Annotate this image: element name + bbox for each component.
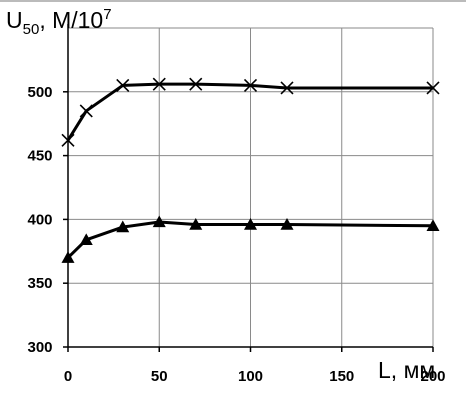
series-2 [61, 215, 440, 263]
triangle-marker-point [189, 218, 203, 230]
y-axis-title-subscript: 50 [23, 21, 40, 38]
triangle-marker-point [79, 233, 93, 246]
x-marker-point [280, 81, 294, 95]
y-tick-label: 450 [27, 148, 52, 165]
x-tick-label: 50 [151, 368, 168, 385]
axes [0, 0, 466, 352]
triangle-marker-point [244, 218, 257, 230]
series-line [66, 82, 433, 142]
x-marker-point [61, 133, 75, 147]
y-tick-label: 350 [27, 275, 52, 292]
x-tick-label: 0 [64, 368, 72, 385]
x-axis-title: L, мм [378, 357, 435, 383]
x-marker-point [189, 77, 203, 91]
y-axis-title-symbol: U [6, 7, 23, 33]
grid-lines [67, 27, 434, 348]
x-marker-point [243, 78, 258, 92]
x-tick-label: 150 [329, 368, 354, 385]
y-tick-label: 300 [27, 339, 52, 356]
y-tick-label: 400 [27, 211, 52, 228]
triangle-marker-point [152, 215, 166, 228]
y-axis-title: U50, М/107 [6, 6, 112, 38]
x-marker-point [152, 77, 166, 91]
series-line [66, 220, 434, 259]
y-axis-title-rest: , М/10 [39, 7, 103, 33]
triangle-marker-point [116, 220, 130, 233]
y-axis-title-superscript: 7 [103, 6, 111, 23]
series-layer [61, 77, 440, 263]
tick-labels: 300 350 400 450 500 0 50 100 150 200 [27, 84, 445, 385]
series-1 [61, 77, 440, 147]
x-marker-point [116, 78, 130, 92]
x-marker-point [426, 81, 440, 95]
triangle-marker-point [280, 218, 294, 230]
triangle-marker-point [61, 251, 75, 263]
x-tick-label: 100 [238, 368, 263, 385]
x-tick-label: 200 [420, 368, 445, 385]
triangle-marker-point [426, 219, 440, 231]
axis-titles: U50, М/107 L, мм [6, 6, 435, 383]
y-tick-label: 500 [27, 84, 52, 101]
x-marker-point [79, 104, 93, 118]
